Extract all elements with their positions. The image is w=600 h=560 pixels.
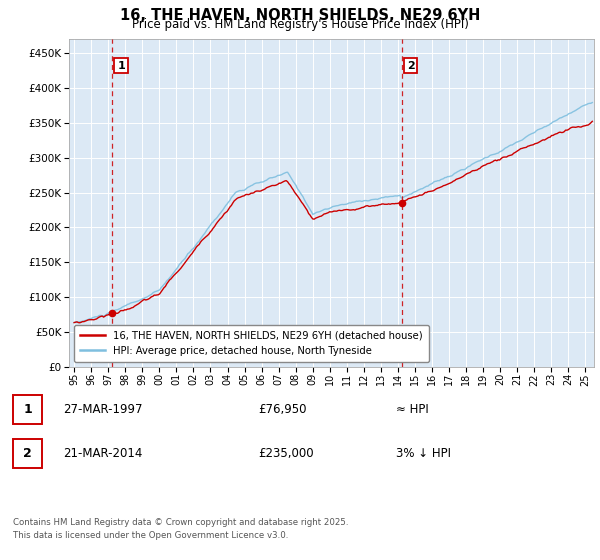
Text: £76,950: £76,950	[258, 403, 307, 417]
Text: 2: 2	[407, 60, 415, 71]
Legend: 16, THE HAVEN, NORTH SHIELDS, NE29 6YH (detached house), HPI: Average price, det: 16, THE HAVEN, NORTH SHIELDS, NE29 6YH (…	[74, 325, 428, 362]
Text: 2: 2	[23, 447, 32, 460]
Text: ≈ HPI: ≈ HPI	[396, 403, 429, 417]
Text: 1: 1	[117, 60, 125, 71]
Text: 1: 1	[23, 403, 32, 417]
Text: 3% ↓ HPI: 3% ↓ HPI	[396, 447, 451, 460]
Text: Price paid vs. HM Land Registry's House Price Index (HPI): Price paid vs. HM Land Registry's House …	[131, 18, 469, 31]
Text: 27-MAR-1997: 27-MAR-1997	[63, 403, 143, 417]
Text: Contains HM Land Registry data © Crown copyright and database right 2025.
This d: Contains HM Land Registry data © Crown c…	[13, 518, 349, 539]
Text: 16, THE HAVEN, NORTH SHIELDS, NE29 6YH: 16, THE HAVEN, NORTH SHIELDS, NE29 6YH	[120, 8, 480, 24]
Text: £235,000: £235,000	[258, 447, 314, 460]
Text: 21-MAR-2014: 21-MAR-2014	[63, 447, 142, 460]
